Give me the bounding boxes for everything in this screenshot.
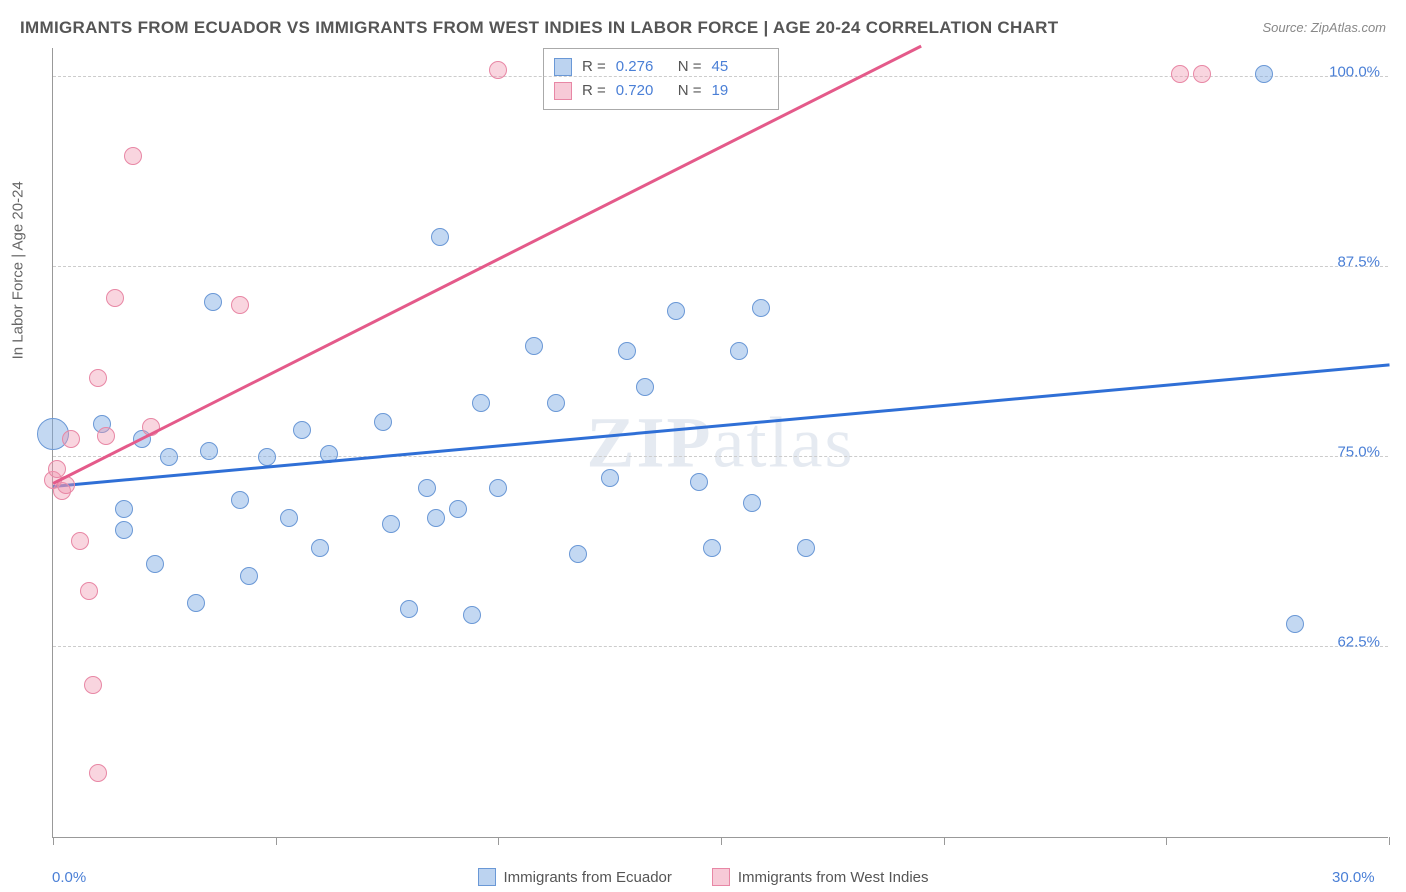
stats-row: R = 0.720 N = 19 [554,79,764,103]
x-tick [53,837,54,845]
stat-r-value: 0.720 [616,79,668,103]
plot-area: ZIPatlas R = 0.276 N = 45 R = 0.720 N = … [52,48,1388,838]
x-tick [721,837,722,845]
data-point [71,532,89,550]
gridline [53,646,1388,647]
data-point [489,61,507,79]
data-point [472,394,490,412]
x-tick [944,837,945,845]
data-point [160,448,178,466]
legend-item: Immigrants from West Indies [712,868,929,886]
data-point [115,521,133,539]
data-point [797,539,815,557]
data-point [525,337,543,355]
data-point [231,296,249,314]
data-point [1171,65,1189,83]
y-axis-label: In Labor Force | Age 20-24 [10,181,27,359]
legend-label: Immigrants from Ecuador [504,869,672,886]
data-point [463,606,481,624]
data-point [427,509,445,527]
source-attribution: Source: ZipAtlas.com [1262,20,1386,35]
data-point [204,293,222,311]
data-point [115,500,133,518]
data-point [124,147,142,165]
x-tick-label: 30.0% [1332,869,1375,886]
data-point [730,342,748,360]
gridline [53,266,1388,267]
x-tick-label: 0.0% [52,869,86,886]
data-point [293,421,311,439]
data-point [743,494,761,512]
data-point [240,567,258,585]
data-point [80,582,98,600]
data-point [690,473,708,491]
x-tick [1389,837,1390,845]
data-point [418,479,436,497]
y-tick-label: 75.0% [1337,444,1380,461]
data-point [200,442,218,460]
data-point [280,509,298,527]
stat-n-value: 45 [712,55,764,79]
x-tick [276,837,277,845]
stat-r-label: R = [582,79,606,103]
swatch-blue-icon [554,58,572,76]
data-point [1255,65,1273,83]
x-tick [498,837,499,845]
data-point [703,539,721,557]
data-point [187,594,205,612]
data-point [400,600,418,618]
data-point [752,299,770,317]
stat-n-value: 19 [712,79,764,103]
data-point [106,289,124,307]
chart-title: IMMIGRANTS FROM ECUADOR VS IMMIGRANTS FR… [20,18,1058,38]
data-point [667,302,685,320]
data-point [636,378,654,396]
stat-n-label: N = [678,55,702,79]
data-point [231,491,249,509]
x-tick [1166,837,1167,845]
data-point [449,500,467,518]
data-point [1193,65,1211,83]
data-point [89,369,107,387]
data-point [84,676,102,694]
legend-item: Immigrants from Ecuador [478,868,672,886]
data-point [62,430,80,448]
stats-legend-box: R = 0.276 N = 45 R = 0.720 N = 19 [543,48,779,110]
stat-r-label: R = [582,55,606,79]
y-tick-label: 100.0% [1329,64,1380,81]
data-point [601,469,619,487]
data-point [258,448,276,466]
y-tick-label: 62.5% [1337,634,1380,651]
data-point [618,342,636,360]
data-point [146,555,164,573]
gridline [53,456,1388,457]
stat-n-label: N = [678,79,702,103]
data-point [431,228,449,246]
watermark: ZIPatlas [587,401,855,484]
swatch-pink-icon [712,868,730,886]
data-point [547,394,565,412]
data-point [311,539,329,557]
data-point [97,427,115,445]
stats-row: R = 0.276 N = 45 [554,55,764,79]
data-point [569,545,587,563]
data-point [382,515,400,533]
data-point [489,479,507,497]
swatch-pink-icon [554,82,572,100]
data-point [1286,615,1304,633]
stat-r-value: 0.276 [616,55,668,79]
legend-label: Immigrants from West Indies [738,869,929,886]
data-point [89,764,107,782]
swatch-blue-icon [478,868,496,886]
y-tick-label: 87.5% [1337,254,1380,271]
data-point [374,413,392,431]
bottom-legend: Immigrants from Ecuador Immigrants from … [0,868,1406,886]
